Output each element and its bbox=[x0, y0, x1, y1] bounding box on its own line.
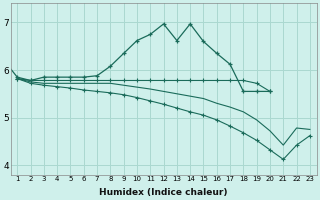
X-axis label: Humidex (Indice chaleur): Humidex (Indice chaleur) bbox=[99, 188, 228, 197]
